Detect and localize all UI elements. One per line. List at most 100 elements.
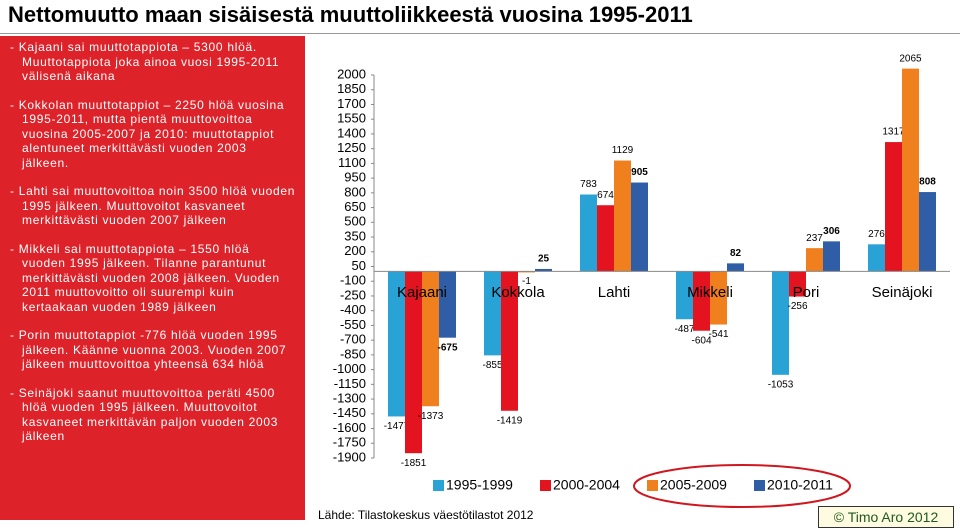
value-label: -855	[482, 360, 502, 371]
category-label: Seinäjoki	[872, 284, 933, 301]
bar	[772, 271, 789, 375]
bar	[806, 248, 823, 272]
y-tick-label: 1550	[337, 111, 366, 126]
value-label: 276	[868, 229, 885, 240]
category-label: Kokkola	[491, 284, 545, 301]
legend-label: 2000-2004	[553, 477, 620, 493]
bar	[727, 263, 744, 272]
source: Lähde: Tilastokeskus väestötilastot 2012	[318, 508, 534, 522]
bar	[388, 271, 405, 417]
y-tick-label: 800	[344, 184, 366, 199]
value-label: 82	[730, 248, 742, 259]
bar	[676, 271, 693, 320]
y-tick-label: 1400	[337, 125, 366, 140]
category-label: Pori	[793, 284, 820, 301]
bar	[439, 271, 456, 338]
y-tick-label: -1900	[333, 449, 366, 464]
value-label: -487	[674, 324, 694, 335]
bar	[885, 142, 902, 272]
paragraph: - Seinäjoki saanut muuttovoittoa peräti …	[10, 385, 279, 444]
value-label: -1	[522, 276, 531, 287]
y-tick-label: -1450	[333, 405, 366, 420]
bar	[422, 271, 439, 407]
bar	[693, 271, 710, 331]
value-label: -1373	[418, 411, 444, 422]
bar	[710, 271, 727, 325]
y-tick-label: -100	[340, 273, 366, 288]
value-label: -1419	[497, 415, 523, 426]
value-label: -256	[787, 301, 807, 312]
legend-swatch	[433, 480, 444, 491]
value-label: -604	[691, 335, 711, 346]
y-tick-label: 1250	[337, 140, 366, 155]
bar	[789, 271, 806, 297]
y-tick-label: -1750	[333, 435, 366, 450]
paragraph: - Porin muuttotappiot -776 hlöä vuoden 1…	[10, 328, 287, 371]
value-label: 1129	[612, 145, 634, 156]
y-tick-label: 650	[344, 199, 366, 214]
value-label: -541	[708, 329, 728, 340]
legend-swatch	[647, 480, 658, 491]
value-label: 905	[631, 167, 648, 178]
value-label: 2065	[899, 53, 922, 64]
bar	[580, 194, 597, 272]
y-tick-label: -250	[340, 287, 366, 302]
copyright: © Timo Aro 2012	[818, 506, 954, 528]
value-label: 674	[597, 190, 614, 201]
y-tick-label: -700	[340, 332, 366, 347]
bar	[535, 268, 552, 272]
y-tick-label: -550	[340, 317, 366, 332]
category-label: Lahti	[598, 284, 631, 301]
bar	[597, 205, 614, 272]
value-label: -1053	[768, 379, 794, 390]
legend-swatch	[540, 480, 551, 491]
bar	[868, 244, 885, 272]
category-label: Mikkeli	[687, 284, 733, 301]
y-tick-label: -1600	[333, 420, 366, 435]
legend-label: 2005-2009	[660, 477, 727, 493]
highlight-ellipse	[633, 464, 851, 508]
y-tick-label: 200	[344, 243, 366, 258]
y-tick-label: 500	[344, 214, 366, 229]
value-label: -1851	[401, 458, 427, 469]
paragraph: - Mikkeli sai muuttotappiota – 1550 hlöä…	[10, 241, 280, 314]
legend-label: 1995-1999	[446, 477, 513, 493]
bar	[631, 182, 648, 272]
y-tick-label: 50	[352, 258, 366, 273]
value-label: 1317	[882, 127, 905, 138]
bar	[501, 271, 518, 411]
y-tick-label: -1150	[334, 376, 366, 391]
bar	[614, 160, 631, 272]
bar	[919, 192, 936, 272]
y-tick-label: 1100	[338, 155, 366, 170]
legend-swatch	[754, 480, 765, 491]
y-tick-label: -850	[340, 346, 366, 361]
y-tick-label: 1850	[337, 81, 366, 96]
legend-label: 2010-2011	[767, 477, 833, 493]
value-label: -1477	[384, 421, 410, 432]
paragraph: - Kajaani sai muuttotappiota – 5300 hlöä…	[10, 40, 280, 83]
paragraph: - Kokkolan muuttotappiot – 2250 hlöä vuo…	[10, 97, 285, 170]
y-tick-label: 1700	[337, 96, 366, 111]
category-label: Kajaani	[397, 284, 447, 301]
bar	[484, 271, 501, 356]
y-tick-label: -1300	[333, 391, 366, 406]
value-label: 25	[538, 254, 550, 265]
y-tick-label: -400	[340, 302, 366, 317]
value-label: 306	[823, 226, 840, 237]
title-rule	[0, 33, 960, 34]
value-label: 808	[919, 177, 936, 188]
paragraph: - Lahti sai muuttovoittoa noin 3500 hlöä…	[10, 184, 296, 227]
bar	[405, 271, 422, 454]
value-label: 237	[806, 233, 823, 244]
title: Nettomuutto maan sisäisestä muuttoliikke…	[8, 2, 693, 27]
bar	[902, 68, 919, 272]
y-tick-label: 350	[344, 228, 366, 243]
value-label: 783	[580, 179, 597, 190]
y-tick-label: 2000	[337, 66, 366, 81]
y-tick-label: -1000	[333, 361, 366, 376]
y-tick-label: 950	[344, 170, 366, 185]
text-panel: - Kajaani sai muuttotappiota – 5300 hlöä…	[0, 36, 305, 520]
